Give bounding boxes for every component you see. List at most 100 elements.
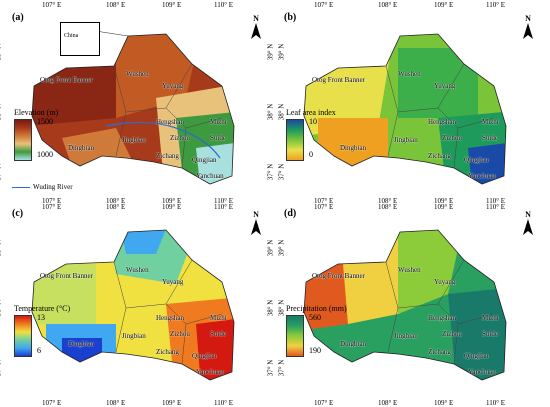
place-yanchuan: Yanchuan (468, 368, 496, 376)
place-wushen: Wushen (126, 266, 149, 274)
place-yanchuan: Yanchuan (196, 172, 224, 180)
lat-tick: 39° N (0, 44, 2, 61)
lon-tick: 109° E (434, 1, 453, 9)
place-zichang: Zichang (428, 348, 451, 356)
place-jingbian: Jingbian (394, 136, 418, 144)
legend-high: 1500 (37, 117, 53, 126)
lon-tick: 109° E (162, 1, 181, 9)
lat-tick: 38° N (266, 104, 274, 121)
lon-tick: 107° E (42, 399, 61, 407)
legend-color-bar (286, 315, 304, 357)
leaf-area-index-map (278, 8, 546, 204)
north-arrow: N (520, 210, 536, 240)
place-suide: Suide (210, 134, 226, 142)
panel-label: (a) (12, 12, 24, 23)
north-arrow: N (248, 210, 264, 240)
place-yuyang: Yuyang (434, 278, 455, 286)
lon-tick: 107° E (314, 399, 333, 407)
lat-tick: 37° N (0, 164, 2, 181)
legend: Elevation (m) 1500 1000 (14, 108, 67, 161)
lon-tick: 109° E (162, 399, 181, 407)
north-letter: N (248, 210, 264, 219)
temperature-map (6, 204, 274, 400)
legend-low: 190 (309, 346, 321, 355)
lat-tick: 39° N (266, 44, 274, 61)
place-zichang: Zichang (156, 152, 179, 160)
legend-color-bar (14, 119, 32, 161)
legend-high: 13 (37, 313, 45, 322)
inset-label: China (64, 33, 78, 39)
place-suide: Suide (482, 134, 498, 142)
place-mizhi: Mizhi (210, 314, 227, 322)
lon-tick: 110° E (486, 399, 505, 407)
place-wushen: Wushen (398, 266, 421, 274)
legend-color-bar (286, 119, 304, 161)
panel-label: (b) (284, 12, 296, 23)
panel-label: (d) (284, 208, 296, 219)
place-yanchuan: Yanchuan (468, 172, 496, 180)
north-letter: N (520, 210, 536, 219)
lon-tick: 110° E (214, 1, 233, 9)
lon-tick: 109° E (434, 197, 453, 205)
place-zizhou: Zizhou (442, 134, 462, 142)
place-zizhou: Zizhou (442, 330, 462, 338)
place-otog: Otog Front Banner (312, 272, 365, 280)
place-yanchuan: Yanchuan (196, 368, 224, 376)
place-mizhi: Mizhi (482, 314, 499, 322)
lat-tick: 37° N (0, 360, 2, 377)
lat-tick: 38° N (266, 300, 274, 317)
place-dingbian: Dingbian (340, 340, 366, 348)
panel-label: (c) (12, 208, 23, 219)
place-otog: Otog Front Banner (312, 76, 365, 84)
place-yuyang: Yuyang (434, 82, 455, 90)
north-arrow: N (520, 14, 536, 44)
place-qingjian: Qingjian (192, 156, 217, 164)
lon-tick: 107° E (314, 1, 333, 9)
place-hengshan: Hengshan (156, 118, 184, 126)
place-otog: Otog Front Banner (40, 76, 93, 84)
lon-tick: 108° E (106, 399, 125, 407)
lon-tick: 107° E (42, 1, 61, 9)
place-zichang: Zichang (156, 348, 179, 356)
legend-title: Precipitation (mm) (286, 304, 347, 313)
legend-title: Leaf area index (286, 108, 339, 117)
place-qingjian: Qingjian (192, 352, 217, 360)
lat-tick: 37° N (266, 164, 274, 181)
lon-tick: 108° E (106, 1, 125, 9)
lon-tick: 108° E (106, 197, 125, 205)
lat-tick: 38° N (0, 300, 2, 317)
lon-tick: 108° E (378, 399, 397, 407)
lon-tick: 109° E (434, 399, 453, 407)
place-jingbian: Jingbian (122, 332, 146, 340)
elevation-map (6, 8, 274, 204)
lon-tick: 108° E (378, 197, 397, 205)
north-arrow-icon (523, 219, 533, 235)
lon-tick: 110° E (214, 197, 233, 205)
place-dingbian: Dingbian (340, 144, 366, 152)
legend-low: 1000 (37, 150, 53, 159)
legend-high: 560 (309, 313, 321, 322)
place-mizhi: Mizhi (210, 118, 227, 126)
north-arrow-icon (251, 23, 261, 39)
lon-tick: 109° E (162, 197, 181, 205)
place-wushen: Wushen (126, 70, 149, 78)
place-hengshan: Hengshan (156, 314, 184, 322)
legend: Precipitation (mm) 560 190 (286, 304, 347, 357)
north-arrow: N (248, 14, 264, 44)
lat-tick: 39° N (266, 240, 274, 257)
place-qingjian: Qingjian (464, 352, 489, 360)
legend-title: Elevation (m) (14, 108, 67, 117)
place-otog: Otog Front Banner (40, 272, 93, 280)
place-qingjian: Qingjian (464, 156, 489, 164)
legend-low: 0 (309, 150, 313, 159)
place-hengshan: Hengshan (428, 314, 456, 322)
legend-title: Temperature (°C) (14, 304, 70, 313)
place-zichang: Zichang (428, 152, 451, 160)
lon-tick: 110° E (486, 1, 505, 9)
lon-tick: 110° E (486, 197, 505, 205)
place-yuyang: Yuyang (162, 82, 183, 90)
